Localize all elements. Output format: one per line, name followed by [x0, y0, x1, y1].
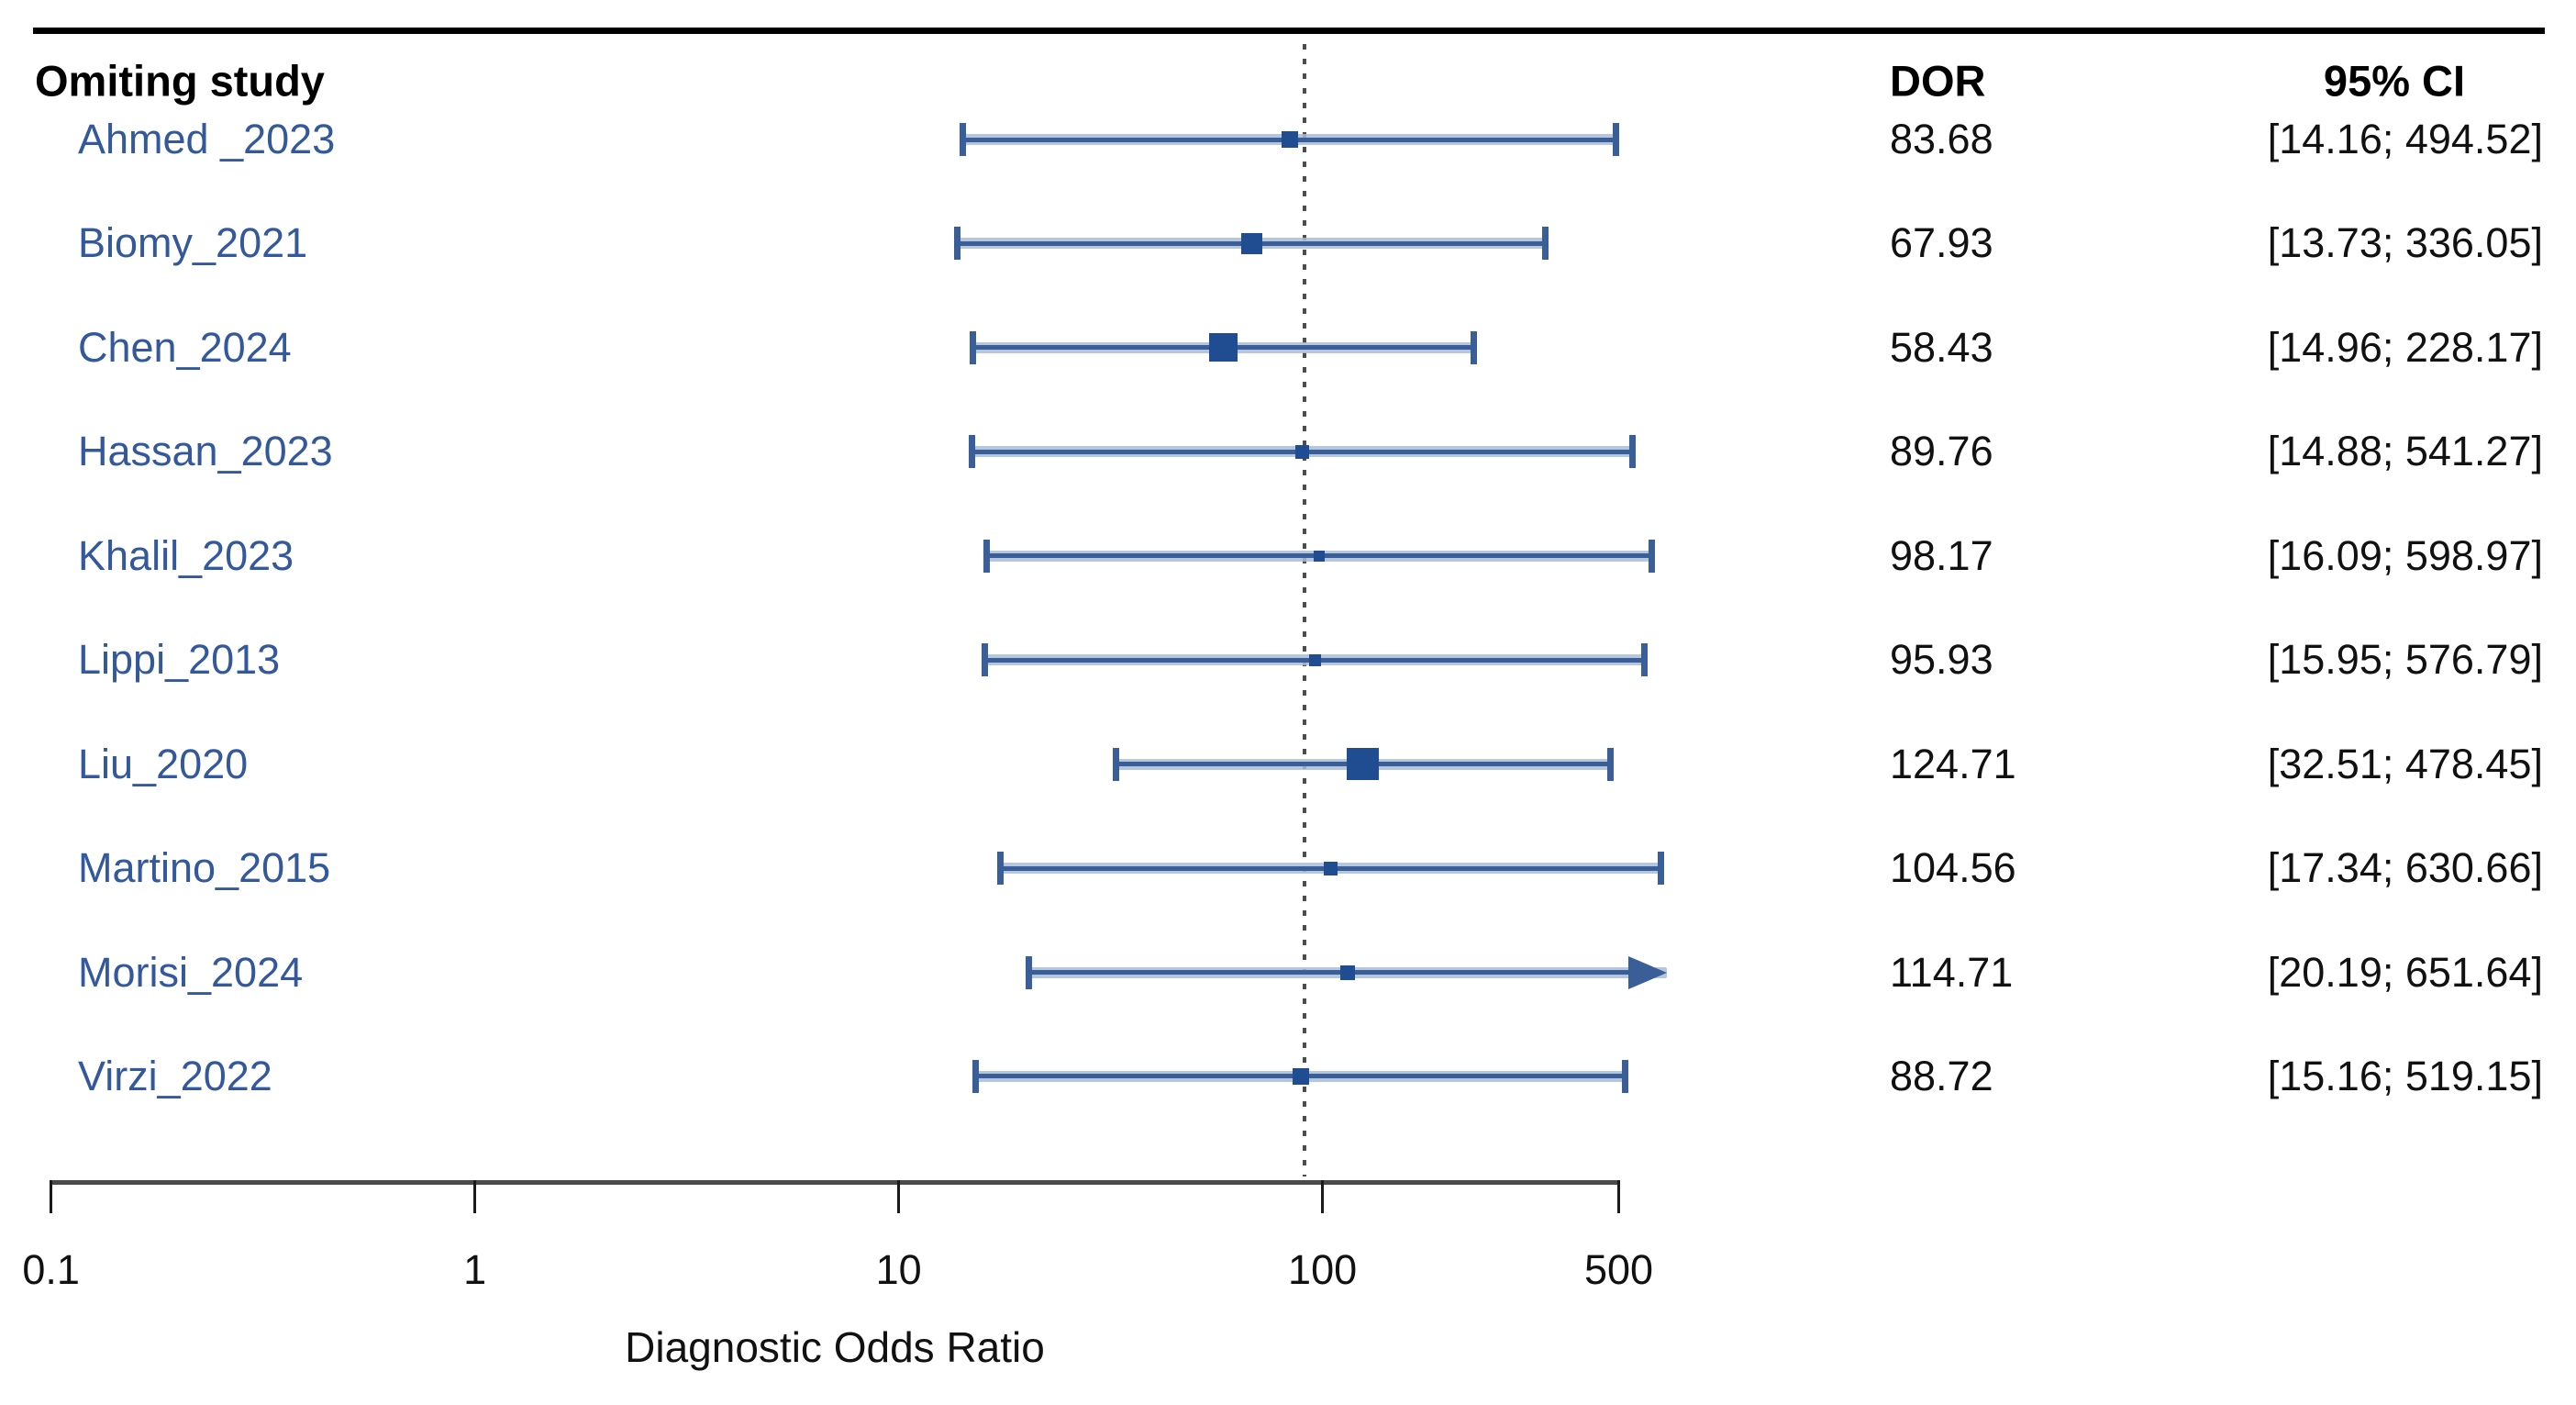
- study-label: Chen_2024: [78, 323, 292, 371]
- dor-value: 58.43: [1890, 323, 1993, 371]
- ci-cap-low: [982, 643, 989, 677]
- dor-value: 114.71: [1890, 948, 2014, 996]
- ci-arrow-high: [1628, 955, 1668, 989]
- reference-line: [1302, 44, 1306, 1176]
- ci-cap-high: [1471, 330, 1478, 364]
- ci-value: [14.16; 494.52]: [2267, 116, 2543, 162]
- ci-cap-low: [1113, 747, 1120, 781]
- study-label: Martino_2015: [78, 844, 331, 892]
- dor-value: 89.76: [1890, 428, 1993, 475]
- ci-cap-low: [1025, 955, 1032, 989]
- dor-value: 67.93: [1890, 219, 1993, 267]
- ci-cap-high: [1606, 747, 1614, 781]
- effect-marker: [1340, 965, 1356, 980]
- effect-marker: [1281, 131, 1298, 148]
- study-label: Morisi_2024: [78, 948, 304, 996]
- x-axis-tick-label: 10: [875, 1246, 922, 1293]
- effect-marker: [1347, 748, 1380, 781]
- ci-cap-low: [954, 227, 961, 261]
- study-label: Liu_2020: [78, 740, 249, 787]
- column-header-omitting-study: Omiting study: [35, 56, 325, 106]
- ci-cap-low: [972, 1059, 980, 1093]
- x-axis-tick: [897, 1180, 901, 1213]
- x-axis-tick: [50, 1180, 53, 1213]
- x-axis-tick: [473, 1180, 477, 1213]
- ci-value: [17.34; 630.66]: [2267, 844, 2543, 892]
- dor-value: 98.17: [1890, 531, 1993, 579]
- study-label: Hassan_2023: [78, 428, 333, 475]
- effect-marker: [1313, 550, 1325, 562]
- dor-value: 83.68: [1890, 116, 1993, 162]
- ci-cap-high: [1641, 643, 1649, 677]
- ci-value: [13.73; 336.05]: [2267, 219, 2543, 267]
- ci-value: [14.96; 228.17]: [2267, 323, 2543, 371]
- ci-cap-low: [960, 123, 967, 156]
- effect-marker: [1295, 444, 1310, 459]
- study-label: Khalil_2023: [78, 531, 294, 579]
- top-rule: [33, 28, 2545, 34]
- x-axis-tick-label: 1: [463, 1246, 487, 1293]
- ci-cap-high: [1541, 227, 1549, 261]
- x-axis-tick-label: 0.1: [22, 1246, 80, 1293]
- ci-value: [15.95; 576.79]: [2267, 636, 2543, 684]
- effect-marker: [1324, 861, 1338, 875]
- x-axis-tick-label: 100: [1288, 1246, 1358, 1293]
- ci-cap-high: [1629, 435, 1637, 469]
- ci-value: [15.16; 519.15]: [2267, 1052, 2543, 1099]
- study-label: Ahmed _2023: [78, 116, 336, 162]
- ci-value: [16.09; 598.97]: [2267, 531, 2543, 579]
- ci-value: [14.88; 541.27]: [2267, 428, 2543, 475]
- dor-value: 124.71: [1890, 740, 2016, 787]
- column-header-ci: 95% CI: [2323, 56, 2466, 106]
- ci-cap-high: [1622, 1059, 1629, 1093]
- ci-cap-low: [983, 539, 991, 573]
- ci-cap-low: [969, 435, 976, 469]
- effect-marker: [1292, 1067, 1309, 1085]
- x-axis-tick: [1617, 1180, 1621, 1213]
- ci-cap-high: [1613, 123, 1620, 156]
- x-axis-line: [50, 1180, 1619, 1185]
- ci-cap-high: [1658, 852, 1665, 886]
- column-header-dor: DOR: [1890, 56, 1986, 106]
- x-axis-tick: [1321, 1180, 1325, 1213]
- dor-value: 95.93: [1890, 636, 1993, 684]
- ci-value: [32.51; 478.45]: [2267, 740, 2543, 787]
- x-axis-title: Diagnostic Odds Ratio: [625, 1323, 1045, 1371]
- ci-whisker: [1027, 970, 1640, 976]
- study-label: Biomy_2021: [78, 219, 308, 267]
- ci-value: [20.19; 651.64]: [2267, 948, 2543, 996]
- effect-marker: [1240, 232, 1262, 254]
- effect-marker: [1308, 653, 1321, 666]
- ci-cap-high: [1648, 539, 1655, 573]
- dor-value: 88.72: [1890, 1052, 1993, 1099]
- dor-value: 104.56: [1890, 844, 2016, 892]
- effect-marker: [1209, 333, 1238, 362]
- study-label: Lippi_2013: [78, 636, 281, 684]
- ci-cap-low: [997, 852, 1005, 886]
- x-axis-tick-label: 500: [1583, 1246, 1654, 1293]
- ci-cap-low: [970, 330, 977, 364]
- study-label: Virzi_2022: [78, 1052, 272, 1099]
